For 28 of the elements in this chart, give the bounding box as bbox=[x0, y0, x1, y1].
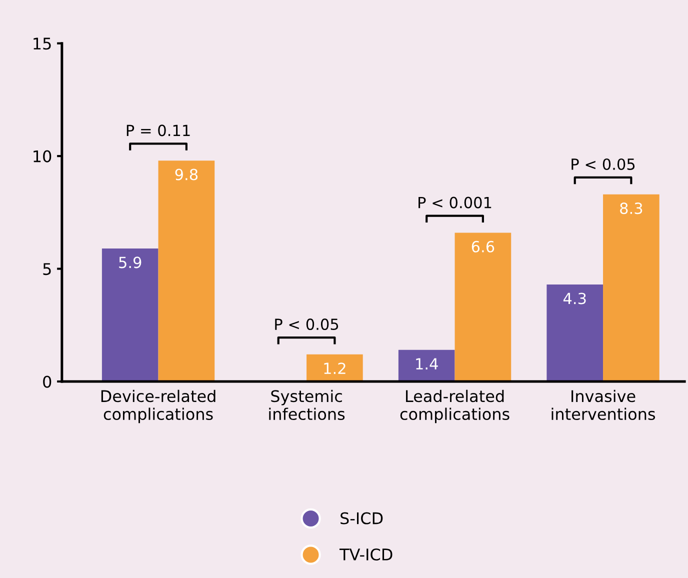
data-label: 4.3 bbox=[563, 292, 586, 304]
bar bbox=[603, 194, 660, 382]
y-tick-label: 15 bbox=[34, 38, 51, 50]
y-tick-label: 10 bbox=[34, 150, 52, 162]
bar bbox=[546, 284, 604, 382]
bar bbox=[398, 350, 455, 382]
legend-label: S-ICD bbox=[340, 512, 383, 524]
annotation: P < 0.05 bbox=[572, 158, 635, 170]
x-tick-label: Systemic infections bbox=[269, 390, 345, 420]
x-tick-label: Device-related complications bbox=[101, 390, 216, 424]
data-label: 1.2 bbox=[324, 362, 346, 374]
data-label: 9.8 bbox=[175, 168, 198, 180]
y-tick-label: 5 bbox=[43, 263, 51, 276]
annotation: P < 0.05 bbox=[275, 318, 338, 330]
legend-label: TV-ICD bbox=[339, 548, 392, 561]
bar bbox=[158, 160, 215, 382]
x-tick-label: Invasive interventions bbox=[552, 390, 656, 420]
y-tick-label: 0 bbox=[43, 376, 52, 388]
data-label: 8.3 bbox=[620, 202, 642, 214]
annotation: P < 0.001 bbox=[418, 196, 492, 208]
x-tick-label: Lead-related complications bbox=[400, 390, 510, 424]
bar bbox=[306, 354, 363, 382]
bar bbox=[102, 248, 158, 382]
data-label: 5.9 bbox=[119, 256, 142, 268]
bar bbox=[454, 232, 512, 382]
data-label: 6.6 bbox=[472, 240, 494, 252]
data-label: 1.4 bbox=[416, 358, 438, 370]
annotation: P = 0.11 bbox=[126, 124, 190, 136]
